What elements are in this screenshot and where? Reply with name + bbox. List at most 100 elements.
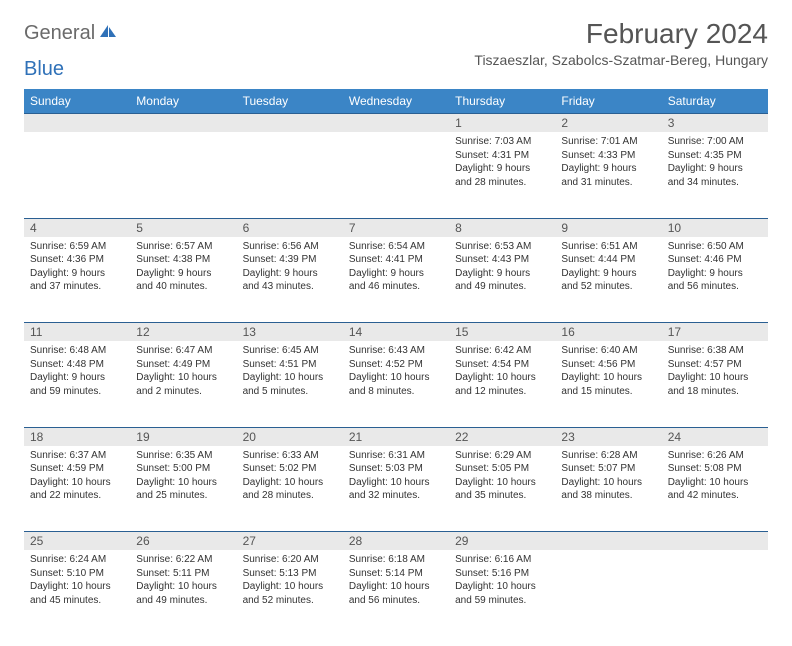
daylight-line: Daylight: 9 hours and 31 minutes. bbox=[561, 162, 655, 189]
day-number: 29 bbox=[449, 532, 555, 550]
day-number: 13 bbox=[237, 323, 343, 341]
day-content-row: Sunrise: 7:03 AMSunset: 4:31 PMDaylight:… bbox=[24, 132, 768, 218]
day-details: Sunrise: 6:50 AMSunset: 4:46 PMDaylight:… bbox=[662, 237, 768, 298]
day-content-row: Sunrise: 6:24 AMSunset: 5:10 PMDaylight:… bbox=[24, 550, 768, 636]
day-cell: Sunrise: 6:18 AMSunset: 5:14 PMDaylight:… bbox=[343, 550, 449, 636]
day-number: 22 bbox=[449, 428, 555, 446]
sunset-line: Sunset: 4:31 PM bbox=[455, 149, 549, 163]
day-details: Sunrise: 6:48 AMSunset: 4:48 PMDaylight:… bbox=[24, 341, 130, 402]
daylight-line: Daylight: 9 hours and 28 minutes. bbox=[455, 162, 549, 189]
day-content-row: Sunrise: 6:59 AMSunset: 4:36 PM Daylight:… bbox=[24, 237, 768, 323]
daylight-line: Daylight: 10 hours and 2 minutes. bbox=[136, 371, 230, 398]
sunrise-line: Sunrise: 6:59 AM bbox=[30, 240, 124, 254]
day-number-cell: 7 bbox=[343, 218, 449, 237]
day-number-cell bbox=[130, 114, 236, 133]
day-cell: Sunrise: 6:28 AMSunset: 5:07 PMDaylight:… bbox=[555, 446, 661, 532]
day-number: 23 bbox=[555, 428, 661, 446]
sunset-line: Sunset: 4:56 PM bbox=[561, 358, 655, 372]
day-details: Sunrise: 6:37 AMSunset: 4:59 PMDaylight:… bbox=[24, 446, 130, 507]
day-number: 1 bbox=[449, 114, 555, 132]
sunrise-line: Sunrise: 6:33 AM bbox=[243, 449, 337, 463]
day-cell: Sunrise: 6:48 AMSunset: 4:48 PMDaylight:… bbox=[24, 341, 130, 427]
day-details: Sunrise: 6:47 AMSunset: 4:49 PMDaylight:… bbox=[130, 341, 236, 402]
day-number: 19 bbox=[130, 428, 236, 446]
daylight-line: Daylight: 10 hours and 28 minutes. bbox=[243, 476, 337, 503]
sunrise-line: Sunrise: 6:20 AM bbox=[243, 553, 337, 567]
day-cell: Sunrise: 6:22 AMSunset: 5:11 PMDaylight:… bbox=[130, 550, 236, 636]
sunrise-line: Sunrise: 6:26 AM bbox=[668, 449, 762, 463]
day-details: Sunrise: 6:33 AMSunset: 5:02 PMDaylight:… bbox=[237, 446, 343, 507]
day-number: 10 bbox=[662, 219, 768, 237]
daylight-line: Daylight: 10 hours and 32 minutes. bbox=[349, 476, 443, 503]
sunset-line: Sunset: 4:36 PM bbox=[30, 253, 124, 267]
day-cell bbox=[343, 132, 449, 218]
month-title: February 2024 bbox=[474, 18, 768, 50]
day-cell: Sunrise: 6:47 AMSunset: 4:49 PMDaylight:… bbox=[130, 341, 236, 427]
day-number-row: 2526272829 bbox=[24, 532, 768, 551]
day-cell: Sunrise: 6:38 AMSunset: 4:57 PMDaylight:… bbox=[662, 341, 768, 427]
day-details: Sunrise: 7:00 AMSunset: 4:35 PMDaylight:… bbox=[662, 132, 768, 193]
day-cell bbox=[130, 132, 236, 218]
sunrise-line: Sunrise: 6:37 AM bbox=[30, 449, 124, 463]
sunrise-line: Sunrise: 7:00 AM bbox=[668, 135, 762, 149]
day-details: Sunrise: 6:28 AMSunset: 5:07 PMDaylight:… bbox=[555, 446, 661, 507]
sunrise-line: Sunrise: 6:31 AM bbox=[349, 449, 443, 463]
day-cell: Sunrise: 6:20 AMSunset: 5:13 PMDaylight:… bbox=[237, 550, 343, 636]
day-number-cell: 28 bbox=[343, 532, 449, 551]
weekday-header: Sunday bbox=[24, 89, 130, 114]
calendar-table: SundayMondayTuesdayWednesdayThursdayFrid… bbox=[24, 89, 768, 636]
day-details: Sunrise: 6:57 AMSunset: 4:38 PMDaylight:… bbox=[130, 237, 236, 298]
day-cell: Sunrise: 6:53 AMSunset: 4:43 PMDaylight:… bbox=[449, 237, 555, 323]
day-cell: Sunrise: 6:31 AMSunset: 5:03 PMDaylight:… bbox=[343, 446, 449, 532]
sunset-line: Sunset: 5:07 PM bbox=[561, 462, 655, 476]
day-number: 26 bbox=[130, 532, 236, 550]
day-number: 6 bbox=[237, 219, 343, 237]
daylight-line: Daylight: 9 hours and 59 minutes. bbox=[30, 371, 124, 398]
day-number: 18 bbox=[24, 428, 130, 446]
day-cell: Sunrise: 6:40 AMSunset: 4:56 PMDaylight:… bbox=[555, 341, 661, 427]
day-details: Sunrise: 6:54 AMSunset: 4:41 PMDaylight:… bbox=[343, 237, 449, 298]
day-number: 9 bbox=[555, 219, 661, 237]
day-cell: Sunrise: 7:03 AMSunset: 4:31 PMDaylight:… bbox=[449, 132, 555, 218]
day-number-cell: 8 bbox=[449, 218, 555, 237]
sunrise-line: Sunrise: 6:28 AM bbox=[561, 449, 655, 463]
sunset-line: Sunset: 4:38 PM bbox=[136, 253, 230, 267]
day-number-cell: 11 bbox=[24, 323, 130, 342]
sunrise-line: Sunrise: 6:47 AM bbox=[136, 344, 230, 358]
day-number: 14 bbox=[343, 323, 449, 341]
daylight-line: Daylight: 10 hours and 18 minutes. bbox=[668, 371, 762, 398]
day-number-cell: 21 bbox=[343, 427, 449, 446]
sunrise-line: Sunrise: 7:01 AM bbox=[561, 135, 655, 149]
sunrise-line: Sunrise: 6:29 AM bbox=[455, 449, 549, 463]
weekday-header: Monday bbox=[130, 89, 236, 114]
weekday-header: Friday bbox=[555, 89, 661, 114]
daylight-line: Daylight: 9 hours and 52 minutes. bbox=[561, 267, 655, 294]
day-number-cell: 1 bbox=[449, 114, 555, 133]
sunrise-line: Sunrise: 6:45 AM bbox=[243, 344, 337, 358]
day-cell: Sunrise: 6:59 AMSunset: 4:36 PMDaylight:… bbox=[24, 237, 130, 323]
day-number-cell: 5 bbox=[130, 218, 236, 237]
sunrise-line: Sunrise: 6:50 AM bbox=[668, 240, 762, 254]
logo-text-general: General bbox=[24, 22, 95, 45]
sunrise-line: Sunrise: 6:35 AM bbox=[136, 449, 230, 463]
sunrise-line: Sunrise: 6:18 AM bbox=[349, 553, 443, 567]
day-number: 12 bbox=[130, 323, 236, 341]
day-number-cell bbox=[24, 114, 130, 133]
day-details: Sunrise: 6:22 AMSunset: 5:11 PMDaylight:… bbox=[130, 550, 236, 611]
weekday-header-row: SundayMondayTuesdayWednesdayThursdayFrid… bbox=[24, 89, 768, 114]
day-cell bbox=[662, 550, 768, 636]
sunrise-line: Sunrise: 6:40 AM bbox=[561, 344, 655, 358]
day-number: 17 bbox=[662, 323, 768, 341]
day-number: 15 bbox=[449, 323, 555, 341]
sunrise-line: Sunrise: 6:38 AM bbox=[668, 344, 762, 358]
daylight-line: Daylight: 9 hours and 34 minutes. bbox=[668, 162, 762, 189]
day-number-cell: 13 bbox=[237, 323, 343, 342]
weekday-header: Wednesday bbox=[343, 89, 449, 114]
day-number: 8 bbox=[449, 219, 555, 237]
sunrise-line: Sunrise: 6:42 AM bbox=[455, 344, 549, 358]
day-cell bbox=[237, 132, 343, 218]
sunset-line: Sunset: 5:13 PM bbox=[243, 567, 337, 581]
sunset-line: Sunset: 5:03 PM bbox=[349, 462, 443, 476]
daylight-line: Daylight: 10 hours and 49 minutes. bbox=[136, 580, 230, 607]
day-cell: Sunrise: 6:35 AMSunset: 5:00 PMDaylight:… bbox=[130, 446, 236, 532]
